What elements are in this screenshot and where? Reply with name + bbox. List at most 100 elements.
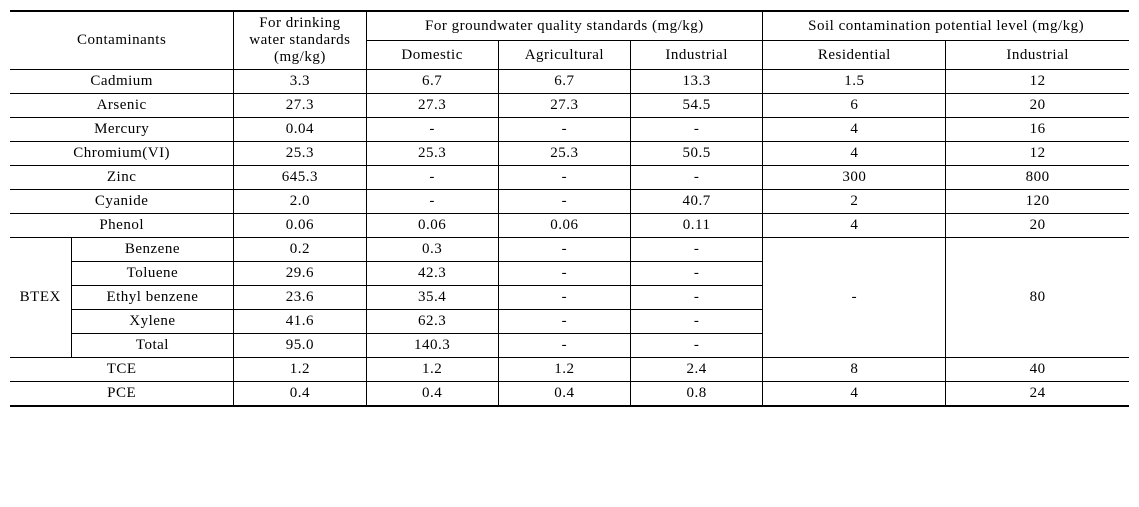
cell-dom: - <box>366 166 498 190</box>
row-benzene: BTEX Benzene 0.2 0.3 - - - 80 <box>10 238 1129 262</box>
cell-drink: 2.0 <box>234 190 366 214</box>
cell-drink: 27.3 <box>234 94 366 118</box>
cell-drink: 1.2 <box>234 358 366 382</box>
cell-ind: 0.11 <box>631 214 763 238</box>
cell-dom: 0.3 <box>366 238 498 262</box>
hdr-soil-res: Residential <box>763 41 946 70</box>
cell-sres: 4 <box>763 214 946 238</box>
cell-sind: 800 <box>946 166 1129 190</box>
cell-name: Arsenic <box>10 94 234 118</box>
cell-ind: - <box>631 310 763 334</box>
cell-dom: - <box>366 118 498 142</box>
cell-ind: 50.5 <box>631 142 763 166</box>
btex-sres: - <box>763 238 946 358</box>
cell-drink: 0.06 <box>234 214 366 238</box>
cell-agr: 1.2 <box>498 358 630 382</box>
cell-dom: 0.06 <box>366 214 498 238</box>
cell-agr: - <box>498 310 630 334</box>
cell-ind: 13.3 <box>631 70 763 94</box>
standards-table: Contaminants For drinking water standard… <box>10 10 1129 407</box>
cell-sres: 4 <box>763 142 946 166</box>
hdr-ground-ind: Industrial <box>631 41 763 70</box>
hdr-ground-agri: Agricultural <box>498 41 630 70</box>
row-arsenic: Arsenic 27.3 27.3 27.3 54.5 6 20 <box>10 94 1129 118</box>
cell-dom: 27.3 <box>366 94 498 118</box>
hdr-contaminants: Contaminants <box>10 11 234 70</box>
cell-agr: - <box>498 334 630 358</box>
row-mercury: Mercury 0.04 - - - 4 16 <box>10 118 1129 142</box>
btex-group-label: BTEX <box>10 238 71 358</box>
cell-name: Phenol <box>10 214 234 238</box>
cell-ind: - <box>631 286 763 310</box>
row-cyanide: Cyanide 2.0 - - 40.7 2 120 <box>10 190 1129 214</box>
cell-agr: 6.7 <box>498 70 630 94</box>
cell-ind: - <box>631 262 763 286</box>
hdr-soil-group: Soil contamination potential level (mg/k… <box>763 11 1129 41</box>
row-phenol: Phenol 0.06 0.06 0.06 0.11 4 20 <box>10 214 1129 238</box>
cell-sind: 20 <box>946 94 1129 118</box>
btex-sind: 80 <box>946 238 1129 358</box>
cell-sres: 6 <box>763 94 946 118</box>
hdr-soil-ind: Industrial <box>946 41 1129 70</box>
cell-ind: 0.8 <box>631 382 763 407</box>
row-zinc: Zinc 645.3 - - - 300 800 <box>10 166 1129 190</box>
cell-name: Mercury <box>10 118 234 142</box>
cell-sres: 1.5 <box>763 70 946 94</box>
cell-name: Cadmium <box>10 70 234 94</box>
cell-sind: 120 <box>946 190 1129 214</box>
hdr-drinking: For drinking water standards (mg/kg) <box>234 11 366 70</box>
cell-sind: 20 <box>946 214 1129 238</box>
row-tce: TCE 1.2 1.2 1.2 2.4 8 40 <box>10 358 1129 382</box>
hdr-ground-group: For groundwater quality standards (mg/kg… <box>366 11 763 41</box>
cell-agr: - <box>498 118 630 142</box>
cell-drink: 25.3 <box>234 142 366 166</box>
cell-agr: 25.3 <box>498 142 630 166</box>
cell-ind: - <box>631 334 763 358</box>
cell-agr: 0.06 <box>498 214 630 238</box>
cell-name: PCE <box>10 382 234 407</box>
cell-dom: 25.3 <box>366 142 498 166</box>
cell-name: Benzene <box>71 238 234 262</box>
cell-agr: 27.3 <box>498 94 630 118</box>
cell-drink: 0.04 <box>234 118 366 142</box>
row-pce: PCE 0.4 0.4 0.4 0.8 4 24 <box>10 382 1129 407</box>
cell-name: Chromium(VI) <box>10 142 234 166</box>
cell-agr: - <box>498 262 630 286</box>
cell-dom: 6.7 <box>366 70 498 94</box>
cell-agr: - <box>498 190 630 214</box>
cell-drink: 645.3 <box>234 166 366 190</box>
cell-sind: 40 <box>946 358 1129 382</box>
cell-sind: 12 <box>946 142 1129 166</box>
cell-ind: - <box>631 118 763 142</box>
cell-sres: 300 <box>763 166 946 190</box>
cell-dom: - <box>366 190 498 214</box>
cell-dom: 35.4 <box>366 286 498 310</box>
cell-drink: 0.4 <box>234 382 366 407</box>
cell-ind: 2.4 <box>631 358 763 382</box>
cell-name: Toluene <box>71 262 234 286</box>
cell-sind: 24 <box>946 382 1129 407</box>
cell-sres: 8 <box>763 358 946 382</box>
cell-sres: 2 <box>763 190 946 214</box>
cell-drink: 41.6 <box>234 310 366 334</box>
cell-drink: 29.6 <box>234 262 366 286</box>
cell-dom: 140.3 <box>366 334 498 358</box>
cell-ind: - <box>631 238 763 262</box>
row-chromium: Chromium(VI) 25.3 25.3 25.3 50.5 4 12 <box>10 142 1129 166</box>
cell-ind: - <box>631 166 763 190</box>
cell-name: Total <box>71 334 234 358</box>
row-cadmium: Cadmium 3.3 6.7 6.7 13.3 1.5 12 <box>10 70 1129 94</box>
cell-ind: 40.7 <box>631 190 763 214</box>
cell-sres: 4 <box>763 118 946 142</box>
cell-ind: 54.5 <box>631 94 763 118</box>
cell-drink: 0.2 <box>234 238 366 262</box>
cell-name: Cyanide <box>10 190 234 214</box>
cell-agr: - <box>498 238 630 262</box>
cell-drink: 3.3 <box>234 70 366 94</box>
cell-name: Zinc <box>10 166 234 190</box>
hdr-ground-domestic: Domestic <box>366 41 498 70</box>
cell-name: Ethyl benzene <box>71 286 234 310</box>
cell-dom: 0.4 <box>366 382 498 407</box>
cell-name: Xylene <box>71 310 234 334</box>
cell-dom: 1.2 <box>366 358 498 382</box>
